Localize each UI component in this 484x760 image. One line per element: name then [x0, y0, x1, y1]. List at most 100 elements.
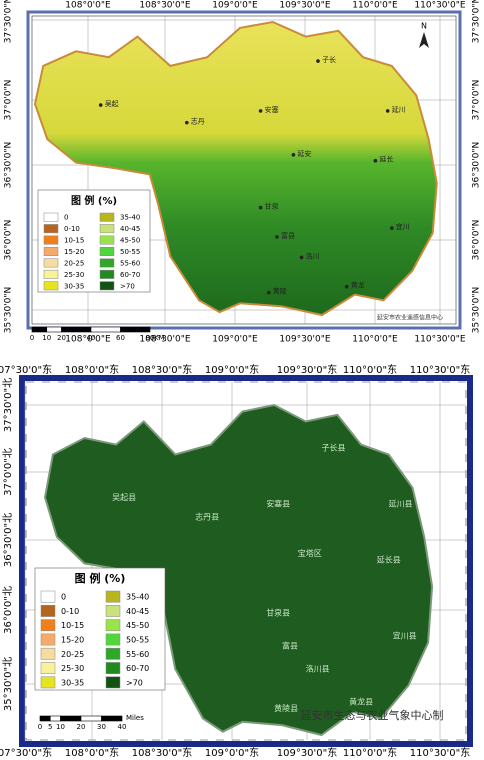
- legend-label: 50-55: [120, 248, 140, 256]
- lon-label: 109°30'0"东: [277, 746, 338, 759]
- lon-label: 108°0'0"东: [65, 363, 119, 376]
- lon-label: 07°30'0"东: [0, 746, 52, 759]
- scale-label: 40: [87, 334, 96, 342]
- lat-label: 36°30'0"N: [4, 142, 14, 188]
- place-label: 黄龙县: [349, 697, 373, 707]
- scale-label: 5: [48, 723, 52, 731]
- scale-unit: KM: [154, 334, 165, 342]
- legend-swatch: [40, 605, 56, 617]
- lon-label: 108°30'0"东: [132, 363, 193, 376]
- scale-label: 10: [56, 723, 65, 731]
- lon-label: 109°0'0"东: [205, 363, 259, 376]
- legend-box: [34, 567, 166, 691]
- legend-title: 图 例 (%): [71, 194, 117, 207]
- legend-label: 55-60: [126, 650, 149, 659]
- scale-segment: [39, 715, 51, 722]
- place-dot: [373, 158, 378, 163]
- place-label: 子长: [322, 55, 336, 64]
- legend-swatch: [40, 676, 56, 689]
- legend-label: 0: [61, 593, 66, 602]
- legend-swatch: [40, 647, 56, 660]
- lon-label: 109°30'0"E: [279, 335, 330, 345]
- scale-segment: [80, 715, 102, 722]
- place-label: 富县: [282, 640, 298, 650]
- place-dot: [385, 109, 390, 113]
- legend-title: 图 例 (%): [75, 571, 126, 585]
- place-dot: [390, 226, 394, 230]
- legend-swatch: [43, 247, 59, 256]
- legend-label: >70: [120, 282, 135, 290]
- place-label: 志丹县: [195, 512, 219, 522]
- lon-label: 108°30'0"E: [139, 335, 190, 345]
- legend-label: 35-40: [120, 214, 140, 222]
- scale-label: 10: [42, 334, 51, 342]
- lon-label: 108°30'0"E: [139, 1, 190, 11]
- lon-label: 110°30'0"东: [410, 363, 471, 376]
- place-label: 宜川县: [393, 631, 417, 641]
- lat-label: 37°30'0"北: [2, 378, 14, 432]
- scale-label: 0: [38, 723, 42, 731]
- lon-label: 109°30'0"东: [277, 363, 338, 376]
- place-label: 安塞: [265, 105, 279, 114]
- legend-swatch: [105, 676, 121, 689]
- lat-label: 37°0'0"N: [472, 80, 482, 121]
- legend-label: 40-45: [120, 225, 140, 233]
- legend-label: 15-20: [61, 636, 84, 645]
- legend-label: 45-50: [120, 237, 140, 245]
- legend-label: 25-30: [64, 271, 84, 279]
- place-label: 安塞县: [266, 499, 290, 509]
- scale-label: 0: [30, 334, 34, 342]
- legend-swatch: [43, 258, 59, 268]
- lat-label: 35°30'0"N: [472, 287, 482, 333]
- legend-label: 50-55: [126, 636, 149, 645]
- place-dot: [344, 284, 349, 289]
- scale-label: 40: [118, 723, 127, 731]
- lon-label: 110°30'0"E: [414, 335, 465, 345]
- place-label: 吴起县: [112, 493, 136, 502]
- legend-label: 10-15: [61, 621, 84, 630]
- lat-label: 37°0'0"N: [4, 80, 14, 121]
- lat-label: 37°30'0"N: [4, 0, 14, 43]
- lon-label: 110°0'0"E: [352, 1, 398, 11]
- legend-label: 10-15: [64, 237, 84, 245]
- place-label: 富县: [281, 231, 295, 240]
- legend-label: 55-60: [120, 259, 140, 267]
- legend-swatch: [105, 633, 121, 646]
- legend-swatch: [105, 619, 121, 632]
- place-label: 吴起: [105, 100, 119, 108]
- scale-label: 30: [97, 723, 106, 731]
- legend-swatch: [40, 590, 56, 603]
- place-dot: [291, 153, 296, 157]
- place-label: 延长: [379, 155, 393, 164]
- lon-label: 109°0'0"E: [212, 1, 258, 11]
- lon-label: 109°0'0"E: [212, 335, 258, 345]
- legend-swatch: [99, 269, 115, 279]
- lat-label: 36°0'0"N: [4, 220, 14, 261]
- scale-label: 20: [77, 723, 86, 731]
- legend-label: 0: [64, 214, 68, 222]
- lon-label: 108°0'0"东: [65, 746, 119, 759]
- legend-swatch: [40, 619, 56, 632]
- place-label: 黄龙: [351, 281, 365, 290]
- lat-label: 35°30'0"N: [4, 287, 14, 333]
- place-label: 延长县: [377, 555, 401, 565]
- legend-label: 15-20: [64, 248, 84, 256]
- legend-swatch: [43, 281, 59, 291]
- legend-swatch: [43, 212, 59, 222]
- legend-swatch: [99, 258, 115, 268]
- legend-label: 60-70: [120, 271, 140, 279]
- lat-label: 37°30'0"N: [472, 0, 482, 43]
- lon-label: 108°30'0"东: [132, 746, 193, 759]
- map-frame-inner: [31, 15, 457, 325]
- place-label: 甘泉: [265, 202, 279, 211]
- scale-segment: [31, 326, 48, 333]
- place-dot: [258, 109, 263, 113]
- place-dot: [267, 290, 271, 295]
- lat-label: 37°0'0"北: [2, 448, 14, 496]
- place-label: 洛川县: [306, 664, 330, 674]
- credit: 延安市生态与农业气象中心制: [301, 708, 444, 722]
- lon-label: 110°0'0"东: [343, 363, 397, 376]
- scale-segment: [120, 326, 151, 333]
- legend-swatch: [105, 662, 121, 674]
